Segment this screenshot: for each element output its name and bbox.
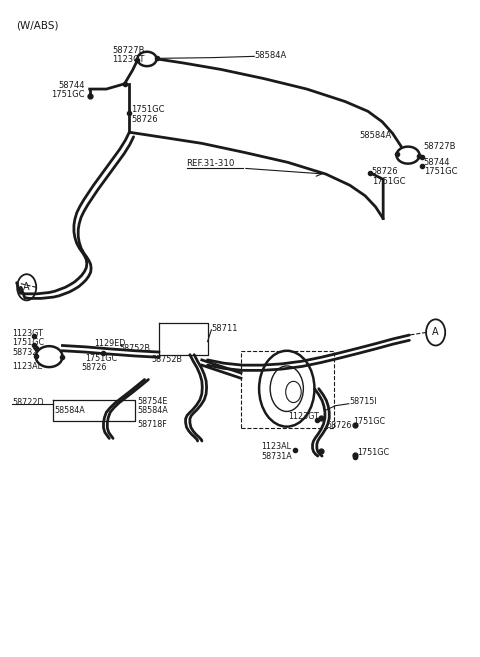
Text: A: A (432, 327, 439, 338)
Text: 58754E: 58754E (137, 397, 168, 406)
Text: 1123GT: 1123GT (12, 329, 43, 338)
Text: 1751GC: 1751GC (12, 338, 44, 347)
Text: 58727B: 58727B (112, 46, 144, 55)
Text: 1123GT: 1123GT (288, 413, 319, 421)
Text: 58726: 58726 (372, 167, 398, 176)
Text: 1751GC: 1751GC (357, 448, 389, 457)
Text: 1123AL: 1123AL (12, 362, 42, 371)
Text: 58752B: 58752B (120, 344, 151, 353)
Text: 58584A: 58584A (254, 51, 287, 60)
Text: 58584A: 58584A (360, 131, 392, 140)
Text: A: A (24, 283, 30, 292)
Text: 1751GC: 1751GC (131, 105, 165, 114)
Text: 58584A: 58584A (137, 407, 168, 415)
Text: 58744: 58744 (424, 158, 450, 167)
Text: 58726: 58726 (327, 421, 352, 430)
Text: 58584A: 58584A (55, 406, 85, 415)
Text: 58744: 58744 (59, 81, 85, 89)
Text: 58718F: 58718F (137, 420, 167, 428)
Text: 58731A: 58731A (262, 451, 292, 461)
Text: 58711: 58711 (211, 324, 238, 333)
Text: (W/ABS): (W/ABS) (16, 20, 58, 31)
Bar (241, 351, 334, 428)
Text: 58726: 58726 (82, 363, 107, 372)
Text: 58752B: 58752B (152, 355, 183, 365)
Text: 1129ED: 1129ED (95, 339, 126, 348)
Text: 1123AL: 1123AL (262, 442, 291, 451)
Text: 1751GC: 1751GC (354, 417, 386, 426)
Text: 58726: 58726 (131, 115, 158, 124)
Text: REF.31-310: REF.31-310 (187, 159, 235, 168)
Text: 1751GC: 1751GC (85, 354, 117, 363)
Text: 58715I: 58715I (350, 397, 377, 406)
Text: 58727B: 58727B (424, 142, 456, 151)
Text: 1123GT: 1123GT (112, 55, 144, 64)
Text: 1751GC: 1751GC (372, 177, 405, 186)
Text: 1751GC: 1751GC (424, 167, 457, 176)
Text: 1751GC: 1751GC (51, 90, 85, 99)
Text: 58732: 58732 (12, 348, 37, 357)
Text: 58722D: 58722D (12, 398, 44, 407)
